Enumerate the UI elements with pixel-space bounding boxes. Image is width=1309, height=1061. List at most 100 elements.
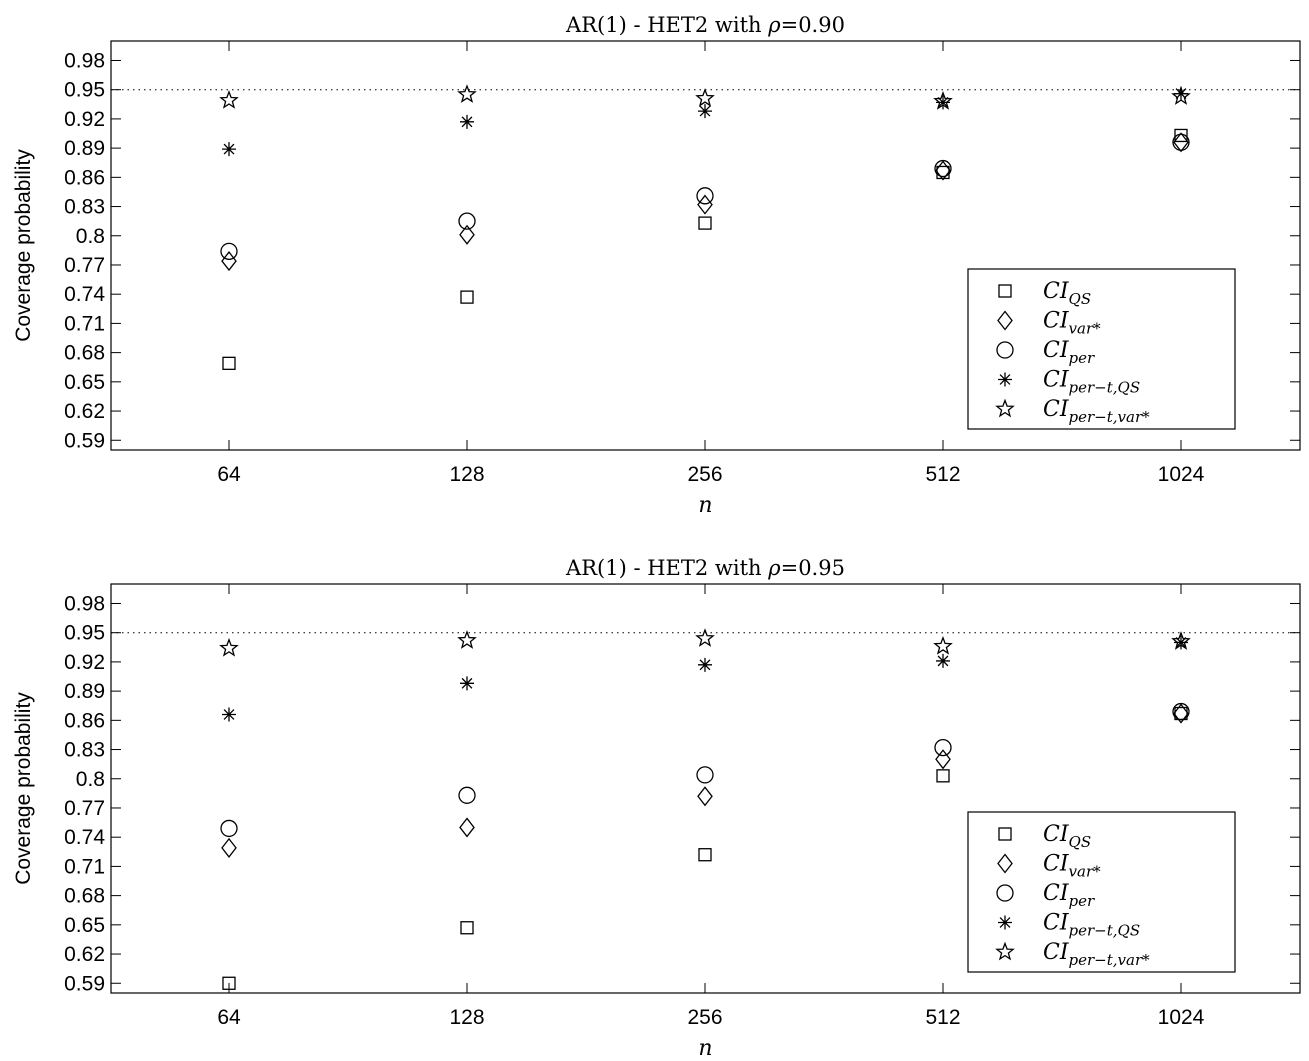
- data-point-asterisk: [460, 676, 474, 691]
- y-tick-label: 0.65: [64, 914, 105, 937]
- legend-label-main: CI: [1043, 397, 1070, 422]
- x-tick-label: 256: [687, 1006, 722, 1029]
- data-point-star: [695, 88, 715, 107]
- chart-title: AR(1) - HET2 with ρ=0.90: [565, 13, 845, 37]
- x-tick-label: 128: [449, 1006, 484, 1029]
- data-point-star: [1171, 86, 1191, 105]
- x-tick-label: 64: [217, 463, 241, 486]
- data-point-diamond: [697, 194, 713, 215]
- legend-label: CIvar*: [1043, 852, 1101, 881]
- x-tick-label: 1024: [1158, 1006, 1205, 1029]
- legend-marker-star: [995, 398, 1015, 418]
- legend-marker-star: [995, 941, 1015, 961]
- legend-label-sub: per−t,var*: [1069, 408, 1151, 426]
- y-axis-label: Coverage probability: [12, 149, 35, 342]
- y-tick-label: 0.95: [64, 622, 105, 645]
- data-point-square: [460, 290, 474, 304]
- data-point-square: [698, 216, 712, 230]
- series-star: [219, 628, 1191, 657]
- data-point-asterisk: [936, 653, 950, 668]
- data-point-circle: [934, 159, 952, 178]
- data-point-diamond: [1173, 703, 1189, 724]
- y-tick-label: 0.71: [64, 855, 105, 878]
- legend-label-main: CI: [1043, 368, 1070, 393]
- chart-title-value: =0.95: [781, 556, 845, 580]
- data-point-square: [222, 976, 236, 990]
- legend-label-main: CI: [1043, 940, 1070, 965]
- data-point-square: [936, 769, 950, 783]
- data-point-asterisk: [936, 95, 950, 110]
- data-point-square: [698, 848, 712, 862]
- legend-label-sub: per−t,var*: [1069, 951, 1151, 969]
- data-point-circle: [934, 738, 952, 757]
- series-diamond: [221, 132, 1189, 272]
- chart-title-text: AR(1) - HET2 with: [565, 13, 768, 37]
- data-point-asterisk: [1174, 635, 1188, 650]
- data-point-circle: [220, 819, 238, 838]
- chart-title-rho: ρ: [767, 13, 781, 37]
- series-star: [219, 84, 1191, 110]
- legend-label-main: CI: [1043, 852, 1070, 877]
- legend-box: [967, 811, 1236, 973]
- y-tick-label: 0.77: [64, 254, 105, 277]
- data-point-circle: [458, 212, 476, 230]
- y-tick-label: 0.89: [64, 137, 105, 160]
- y-tick-label: 0.71: [64, 312, 105, 335]
- legend-label: CIQS: [1043, 279, 1091, 308]
- y-tick-label: 0.77: [64, 797, 105, 820]
- legend-marker-asterisk: [998, 372, 1012, 387]
- series-asterisk: [222, 86, 1188, 157]
- data-point-asterisk: [460, 114, 474, 129]
- data-point-star: [457, 630, 477, 649]
- data-point-circle: [220, 242, 238, 260]
- legend-label: CIQS: [1043, 822, 1091, 851]
- y-tick-label: 0.83: [64, 196, 105, 219]
- data-point-asterisk: [222, 707, 236, 722]
- legend-marker-asterisk: [998, 915, 1012, 930]
- chart-panel-2: AR(1) - HET2 with ρ=0.95 0.59 0.62 0.65 0.68…: [12, 556, 1301, 1061]
- legend-label-sub: per: [1069, 349, 1095, 367]
- chart-title-rho: ρ: [767, 556, 781, 580]
- legend-label-sub: per−t,QS: [1069, 379, 1141, 397]
- legend-marker-circle: [996, 341, 1014, 359]
- data-point-diamond: [459, 224, 475, 245]
- series-diamond: [221, 703, 1189, 858]
- data-point-circle: [696, 766, 714, 784]
- legend-label-main: CI: [1043, 881, 1070, 906]
- y-tick-label: 0.95: [64, 79, 105, 102]
- data-point-asterisk: [1174, 86, 1188, 101]
- data-point-star: [1171, 631, 1191, 650]
- data-point-star: [933, 91, 953, 110]
- y-tick-label: 0.74: [64, 826, 105, 849]
- y-tick-label: 0.8: [76, 768, 105, 791]
- legend-label-sub: var*: [1069, 320, 1102, 338]
- data-point-circle: [1172, 133, 1190, 151]
- data-point-diamond: [935, 160, 951, 181]
- legend-label: CIvar*: [1043, 309, 1101, 338]
- chart-title: AR(1) - HET2 with ρ=0.95: [565, 556, 845, 580]
- legend-label: CIper−t,var*: [1043, 940, 1150, 969]
- y-tick-label: 0.8: [76, 225, 105, 248]
- legend-label-main: CI: [1043, 309, 1070, 334]
- data-point-square: [460, 921, 474, 935]
- data-point-star: [457, 84, 477, 103]
- x-tick-label: 1024: [1158, 463, 1205, 486]
- y-tick-label: 0.62: [64, 400, 105, 423]
- y-tick-label: 0.86: [64, 166, 105, 189]
- y-tick-label: 0.92: [64, 651, 105, 674]
- series-circle: [220, 133, 1190, 260]
- data-point-asterisk: [698, 104, 712, 119]
- x-tick-label: 256: [687, 463, 722, 486]
- series-square: [222, 706, 1188, 990]
- legend-label-main: CI: [1043, 911, 1070, 936]
- legend-label-main: CI: [1043, 822, 1070, 847]
- data-point-diamond: [459, 817, 475, 838]
- x-axis-label: n: [698, 1036, 712, 1061]
- y-tick-label: 0.59: [64, 429, 105, 452]
- x-tick-label: 512: [925, 1006, 960, 1029]
- data-point-circle: [458, 786, 476, 804]
- y-tick-label: 0.86: [64, 709, 105, 732]
- legend-label-sub: per−t,QS: [1069, 922, 1141, 940]
- y-tick-label: 0.83: [64, 739, 105, 762]
